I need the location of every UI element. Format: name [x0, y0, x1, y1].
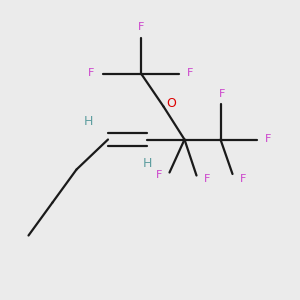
Text: F: F: [187, 68, 194, 79]
Text: F: F: [88, 68, 95, 79]
Text: F: F: [240, 173, 246, 184]
Text: F: F: [156, 170, 162, 181]
Text: F: F: [219, 89, 225, 100]
Text: F: F: [138, 22, 144, 32]
Text: O: O: [166, 97, 176, 110]
Text: F: F: [204, 173, 210, 184]
Text: F: F: [265, 134, 272, 145]
Text: H: H: [84, 115, 93, 128]
Text: H: H: [142, 157, 152, 170]
